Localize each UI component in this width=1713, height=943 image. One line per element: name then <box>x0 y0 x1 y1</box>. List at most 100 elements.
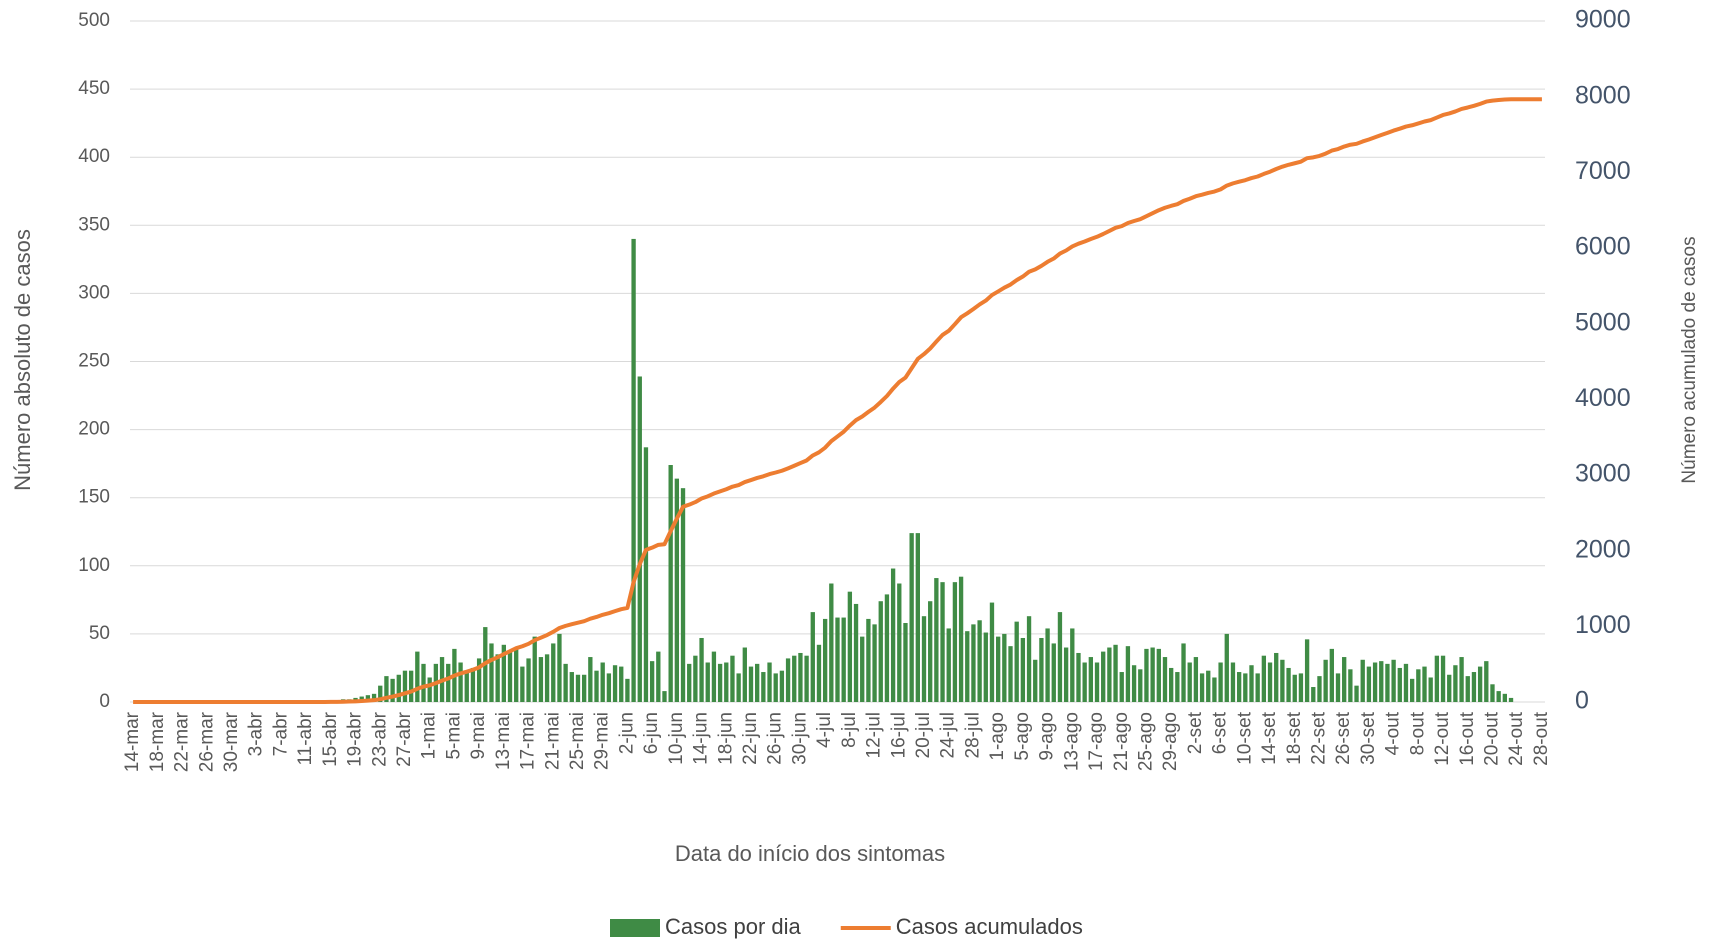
bar <box>1428 677 1433 702</box>
bar <box>890 568 896 702</box>
x-tick-label: 28-jul <box>962 712 983 758</box>
x-tick-label: 10-jun <box>666 712 687 765</box>
bar <box>724 662 729 702</box>
bar <box>1465 676 1470 702</box>
x-tick-label: 22-jun <box>740 712 761 765</box>
bar <box>1484 661 1489 702</box>
bar <box>1496 691 1501 702</box>
x-tick-label: 16-out <box>1457 711 1478 766</box>
bar <box>687 663 692 702</box>
bar <box>637 376 642 702</box>
bar <box>476 658 482 702</box>
bar <box>693 655 698 702</box>
bar <box>1409 678 1415 702</box>
x-tick-label: 30-jun <box>789 712 810 765</box>
bar <box>1113 644 1118 702</box>
bar <box>408 670 414 702</box>
bar <box>544 654 550 702</box>
bar <box>581 674 587 702</box>
bar <box>495 654 500 702</box>
bar <box>384 676 389 702</box>
bar <box>816 644 822 702</box>
bar <box>371 693 377 702</box>
bar <box>1175 672 1180 702</box>
legend-label: Casos acumulados <box>896 914 1083 939</box>
bar <box>674 478 680 702</box>
x-tick-label: 27-abr <box>394 711 415 767</box>
x-tick-label: 18-set <box>1284 711 1305 765</box>
y2-tick-label: 8000 <box>1575 81 1631 109</box>
bar <box>903 623 908 702</box>
bar <box>977 620 982 702</box>
bar <box>1416 669 1421 702</box>
bar <box>470 667 476 702</box>
x-tick-label: 8-jul <box>839 712 860 748</box>
y2-tick-label: 1000 <box>1575 611 1631 639</box>
bar <box>1063 647 1069 702</box>
bar <box>1403 663 1409 702</box>
x-tick-label: 26-jun <box>765 712 786 765</box>
x-tick-label: 14-set <box>1259 711 1280 765</box>
y-tick-label: 0 <box>99 691 110 712</box>
bar <box>1026 616 1032 702</box>
x-tick-label: 13-mai <box>493 712 514 770</box>
y-tick-label: 400 <box>78 146 110 167</box>
bar <box>631 238 636 703</box>
y2-tick-label: 5000 <box>1575 308 1631 336</box>
x-tick-label: 24-out <box>1506 711 1527 766</box>
bar <box>1230 662 1236 702</box>
bar <box>1471 672 1477 702</box>
x-tick-label: 8-out <box>1407 711 1428 755</box>
x-tick-label: 9-mai <box>468 712 489 760</box>
bar <box>1131 665 1137 702</box>
y-tick-label: 100 <box>78 555 110 576</box>
x-tick-label: 13-ago <box>1061 712 1082 771</box>
bar <box>1354 685 1359 702</box>
bar <box>1187 662 1192 702</box>
x-tick-label: 2-jun <box>616 712 637 754</box>
x-tick-label: 21-mai <box>542 712 563 770</box>
x-tick-label: 1-ago <box>987 712 1008 761</box>
bar <box>1366 666 1372 702</box>
bar <box>1224 633 1229 702</box>
bar <box>662 691 667 702</box>
bar <box>464 670 469 702</box>
bar <box>1199 673 1205 702</box>
x-tick-label: 14-jun <box>691 712 712 765</box>
bar <box>1335 673 1341 702</box>
x-tick-label: 23-abr <box>369 711 390 767</box>
y2-tick-label: 2000 <box>1575 535 1631 563</box>
bar <box>396 674 401 702</box>
bar <box>1076 652 1081 702</box>
bar <box>921 616 927 702</box>
bar <box>1020 637 1026 702</box>
bar <box>1138 669 1143 702</box>
bar <box>1008 646 1013 702</box>
bar <box>507 650 513 702</box>
x-tick-label: 18-jun <box>715 712 736 765</box>
bar <box>1311 687 1316 702</box>
x-tick-label: 21-ago <box>1111 712 1132 771</box>
bar <box>575 674 581 702</box>
bar <box>841 617 846 702</box>
bar <box>1447 674 1452 702</box>
bar <box>680 488 686 702</box>
y2-tick-label: 0 <box>1575 687 1589 715</box>
bar <box>594 670 599 702</box>
x-tick-label: 6-set <box>1210 711 1231 754</box>
bar <box>551 643 556 702</box>
x-tick-label: 20-out <box>1481 711 1502 766</box>
bar <box>934 578 939 702</box>
bar <box>1088 657 1094 702</box>
bar <box>1434 655 1440 702</box>
bar <box>1045 628 1050 702</box>
y-tick-label: 250 <box>78 351 110 372</box>
x-tick-label: 25-ago <box>1135 712 1156 771</box>
x-tick-label: 29-ago <box>1160 712 1181 771</box>
bar <box>928 601 933 702</box>
bar <box>1070 628 1075 702</box>
bar <box>1051 643 1056 702</box>
bar <box>952 582 958 702</box>
bar <box>946 628 951 702</box>
